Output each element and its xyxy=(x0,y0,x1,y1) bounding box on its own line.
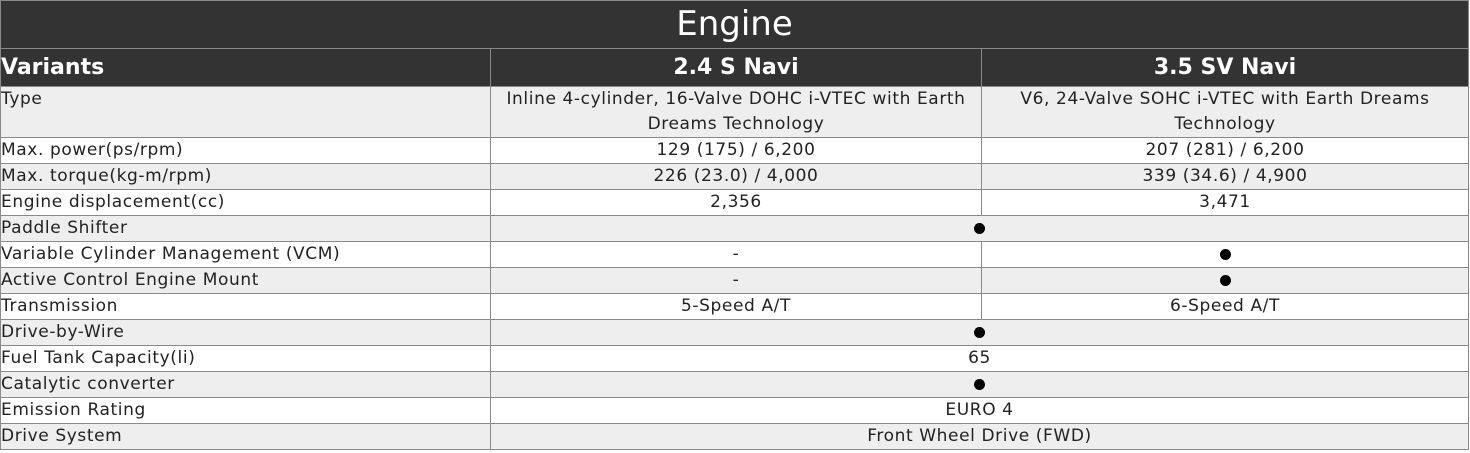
value-cell-variant-b: 339 (34.6) / 4,900 xyxy=(980,163,1470,190)
row-label: Active Control Engine Mount xyxy=(0,267,491,294)
row-label: Variable Cylinder Management (VCM) xyxy=(0,241,491,268)
row-label: Max. torque(kg-m/rpm) xyxy=(0,163,491,190)
table-row-max-torque-kg-m-rpm: Max. torque(kg-m/rpm) 226 (23.0) / 4,000 3… xyxy=(0,163,1470,190)
value-cell-shared xyxy=(489,215,1470,242)
column-header-variant-b: 3.5 SV Navi xyxy=(980,48,1470,87)
column-header-variants: Variants xyxy=(0,48,491,87)
value-cell-variant-a: 226 (23.0) / 4,000 xyxy=(490,163,982,190)
table-row-transmission: Transmission 5-Speed A/T 6-Speed A/T xyxy=(0,293,1470,320)
row-label: Emission Rating xyxy=(0,397,491,424)
value-cell-variant-b: 207 (281) / 6,200 xyxy=(980,137,1470,164)
table-row-drive-by-wire: Drive-by-Wire xyxy=(0,319,1470,346)
bullet-dot-icon xyxy=(974,326,985,338)
bullet-dot-icon xyxy=(974,378,985,390)
bullet-dot-icon xyxy=(974,222,985,234)
bullet-dot-icon xyxy=(1219,248,1231,260)
value-cell-variant-b xyxy=(980,267,1470,294)
value-cell-variant-a: 129 (175) / 6,200 xyxy=(490,137,982,164)
table-row-type: Type Inline 4-cylinder, 16-Valve DOHC i-V… xyxy=(0,86,1470,138)
row-label: Drive System xyxy=(0,423,491,450)
table-row-max-power-ps-rpm: Max. power(ps/rpm) 129 (175) / 6,200 207 (… xyxy=(0,137,1470,164)
value-cell-shared: 65 xyxy=(489,345,1470,372)
row-label: Paddle Shifter xyxy=(0,215,491,242)
value-cell-shared xyxy=(489,319,1470,346)
row-label: Drive-by-Wire xyxy=(0,319,491,346)
table-row-engine-displacement-cc: Engine displacement(cc) 2,356 3,471 xyxy=(0,189,1470,216)
table-row-emission-rating: Emission Rating EURO 4 xyxy=(0,397,1470,424)
row-label: Max. power(ps/rpm) xyxy=(0,137,491,164)
spec-table-body: Type Inline 4-cylinder, 16-Valve DOHC i-V… xyxy=(0,86,1470,450)
table-row-drive-system: Drive System Front Wheel Drive (FWD) xyxy=(0,423,1470,450)
table-row-active-control-engine-mount: Active Control Engine Mount - xyxy=(0,267,1470,294)
value-cell-shared xyxy=(489,371,1470,398)
row-label: Fuel Tank Capacity(li) xyxy=(0,345,491,372)
table-title: Engine xyxy=(0,0,1470,49)
value-cell-variant-a: 2,356 xyxy=(490,189,982,216)
value-cell-variant-a: - xyxy=(490,241,982,268)
value-cell-variant-b: 6-Speed A/T xyxy=(980,293,1470,320)
value-cell-shared: EURO 4 xyxy=(489,397,1470,424)
bullet-dot-icon xyxy=(1219,274,1231,286)
table-row-variable-cylinder-management-vcm: Variable Cylinder Management (VCM) - xyxy=(0,241,1470,268)
row-label: Catalytic converter xyxy=(0,371,491,398)
value-cell-variant-b: V6, 24-Valve SOHC i-VTEC with Earth Drea… xyxy=(980,86,1470,138)
row-label: Type xyxy=(0,86,491,138)
table-row-paddle-shifter: Paddle Shifter xyxy=(0,215,1470,242)
value-cell-variant-a: Inline 4-cylinder, 16-Valve DOHC i-VTEC … xyxy=(490,86,982,138)
value-cell-variant-a: - xyxy=(490,267,982,294)
row-label: Engine displacement(cc) xyxy=(0,189,491,216)
column-header-variant-a: 2.4 S Navi xyxy=(490,48,982,87)
table-row-fuel-tank-capacity-li: Fuel Tank Capacity(li) 65 xyxy=(0,345,1470,372)
value-cell-variant-b xyxy=(980,241,1470,268)
column-header-row: Variants 2.4 S Navi 3.5 SV Navi xyxy=(0,48,1470,87)
value-cell-shared: Front Wheel Drive (FWD) xyxy=(489,423,1470,450)
value-cell-variant-b: 3,471 xyxy=(980,189,1470,216)
table-row-catalytic-converter: Catalytic converter xyxy=(0,371,1470,398)
value-cell-variant-a: 5-Speed A/T xyxy=(490,293,982,320)
row-label: Transmission xyxy=(0,293,491,320)
